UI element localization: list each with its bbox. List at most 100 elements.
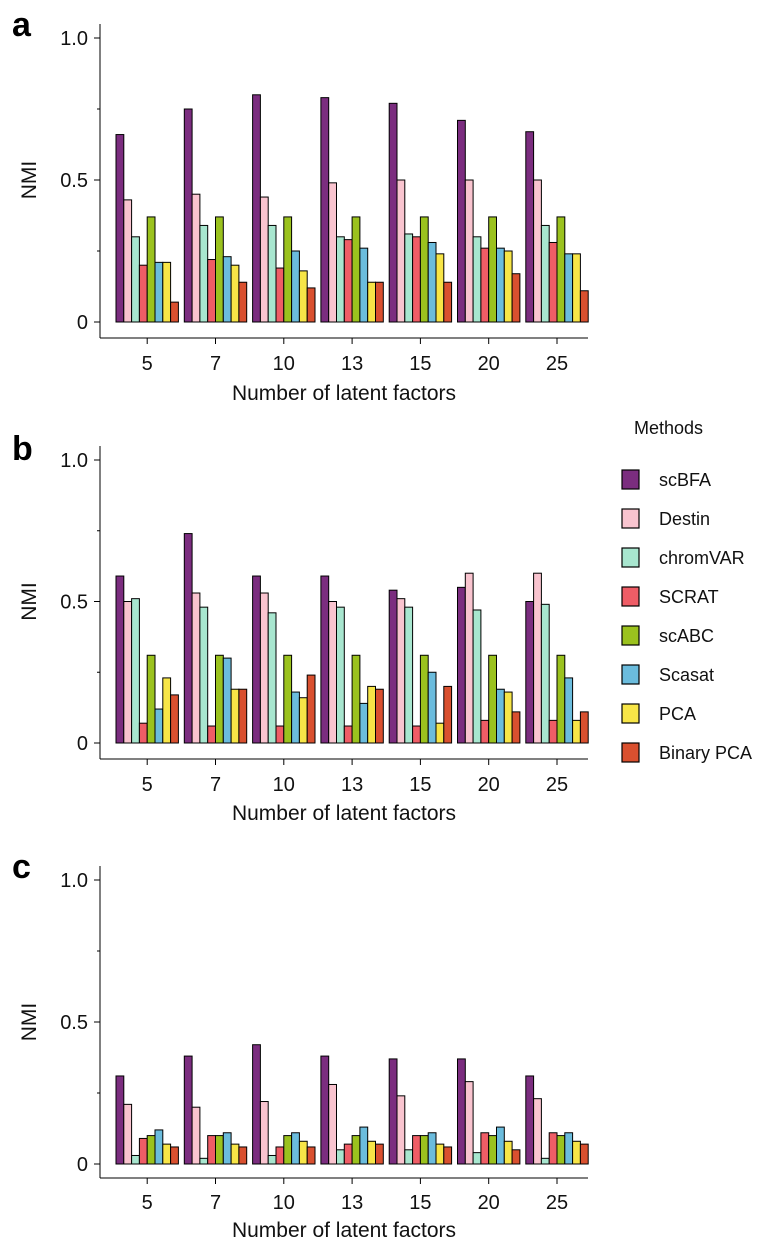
bar-scasat-13	[359, 702, 369, 744]
bar-scrat-13	[343, 239, 353, 323]
bar-scabc-5	[146, 216, 156, 323]
bar-destin-7	[191, 193, 201, 323]
bar-chromvar-5	[131, 598, 140, 744]
bar-pca-20	[503, 250, 513, 323]
bar-chromvar-7	[199, 606, 209, 744]
x-tick-label: 25	[546, 774, 568, 796]
bar-destin-20	[464, 1081, 474, 1165]
bar-destin-15	[396, 1095, 406, 1165]
bar-binary-pca-13	[375, 1143, 384, 1165]
bar-destin-5	[123, 1103, 133, 1165]
bar-pca-13	[367, 281, 377, 323]
y-tick-label: 0	[77, 733, 88, 755]
bar-binary-pca-25	[579, 290, 589, 323]
bar-scasat-7	[222, 1132, 232, 1165]
legend-label-scrat: SCRAT	[659, 587, 719, 607]
bar-scrat-10	[275, 267, 285, 323]
legend-swatch-scbfa	[621, 469, 640, 490]
bar-chromvar-13	[336, 1149, 345, 1165]
bar-destin-5	[123, 199, 133, 323]
legend-swatch-scasat	[621, 664, 640, 685]
x-tick-label: 25	[546, 353, 568, 375]
y-tick-label: 0	[77, 1154, 88, 1176]
y-tick-label: 1.0	[60, 28, 88, 50]
bar-scrat-15	[412, 236, 421, 323]
bar-scrat-13	[343, 725, 353, 744]
bar-binary-pca-5	[170, 301, 179, 323]
bar-chromvar-15	[404, 1149, 414, 1165]
bar-scbfa-5	[115, 134, 125, 323]
legend-label-scbfa: scBFA	[659, 470, 711, 490]
bar-scabc-13	[351, 654, 361, 744]
bar-pca-15	[435, 1143, 445, 1165]
bar-scasat-7	[222, 657, 232, 744]
bar-scbfa-20	[457, 119, 466, 323]
x-tick-label: 5	[142, 1192, 153, 1214]
panel-letter: a	[12, 6, 32, 44]
bar-scbfa-20	[457, 586, 466, 744]
legend-swatch-scrat	[621, 586, 640, 607]
bar-pca-25	[572, 253, 581, 323]
bar-binary-pca-20	[511, 711, 521, 744]
legend-label-scabc: scABC	[659, 626, 714, 646]
bar-pca-10	[298, 270, 308, 323]
bar-scasat-13	[359, 1126, 369, 1165]
bar-pca-7	[230, 688, 240, 744]
bar-scabc-7	[215, 1135, 224, 1165]
bar-scbfa-25	[525, 131, 535, 323]
bar-scabc-20	[488, 216, 498, 323]
bar-scbfa-10	[252, 1044, 261, 1165]
bar-binary-pca-10	[306, 1146, 316, 1165]
panel-letter: b	[12, 430, 33, 468]
bar-binary-pca-15	[443, 281, 453, 323]
bar-scasat-10	[291, 1132, 300, 1165]
bar-scbfa-15	[388, 589, 398, 744]
bar-chromvar-15	[404, 606, 414, 744]
bar-scrat-10	[275, 1146, 285, 1165]
bar-scrat-15	[412, 1135, 421, 1165]
bar-scrat-7	[207, 259, 216, 323]
bar-pca-10	[298, 697, 308, 744]
bar-pca-20	[503, 691, 513, 744]
bar-chromvar-5	[131, 236, 140, 323]
bar-binary-pca-20	[511, 273, 521, 323]
legend-swatch-binary-pca	[621, 742, 640, 763]
bar-binary-pca-13	[375, 688, 384, 744]
bar-chromvar-7	[199, 224, 209, 323]
bar-pca-7	[230, 264, 240, 323]
legend-label-scasat: Scasat	[659, 665, 714, 685]
bar-scrat-7	[207, 1135, 216, 1165]
bar-scrat-25	[548, 241, 558, 323]
bar-binary-pca-7	[238, 1146, 248, 1165]
bar-destin-10	[259, 592, 269, 744]
bar-scasat-20	[496, 688, 505, 744]
bar-destin-10	[259, 196, 269, 323]
bar-scabc-15	[419, 654, 429, 744]
bar-scbfa-25	[525, 601, 535, 744]
legend-swatch-destin	[621, 508, 640, 529]
bar-pca-10	[298, 1140, 308, 1165]
bar-scasat-7	[222, 256, 232, 323]
bar-binary-pca-5	[170, 694, 179, 744]
bar-scbfa-7	[183, 108, 193, 323]
bar-chromvar-13	[336, 606, 345, 744]
bar-binary-pca-7	[238, 688, 248, 744]
bar-scasat-25	[564, 253, 574, 323]
bar-scabc-15	[419, 216, 429, 323]
legend-items: scBFA Destin chromVAR SCRAT scABC Scasat PCA Bi…	[621, 469, 752, 763]
y-tick-label: 0.5	[60, 170, 88, 192]
bar-scrat-5	[138, 722, 148, 744]
bar-scbfa-20	[457, 1058, 466, 1165]
bar-binary-pca-7	[238, 281, 248, 323]
bar-binary-pca-25	[579, 1143, 589, 1165]
x-tick-label: 7	[210, 1192, 221, 1214]
bar-destin-15	[396, 179, 406, 323]
x-tick-label: 15	[409, 353, 431, 375]
bar-scasat-5	[154, 708, 164, 744]
methods-legend: Methods scBFA Destin chromVAR SCRAT scABC Sca…	[621, 418, 752, 763]
bar-scasat-25	[564, 677, 574, 744]
bar-scabc-5	[146, 654, 156, 744]
bar-scasat-10	[291, 250, 300, 323]
y-tick-label: 0	[77, 312, 88, 334]
